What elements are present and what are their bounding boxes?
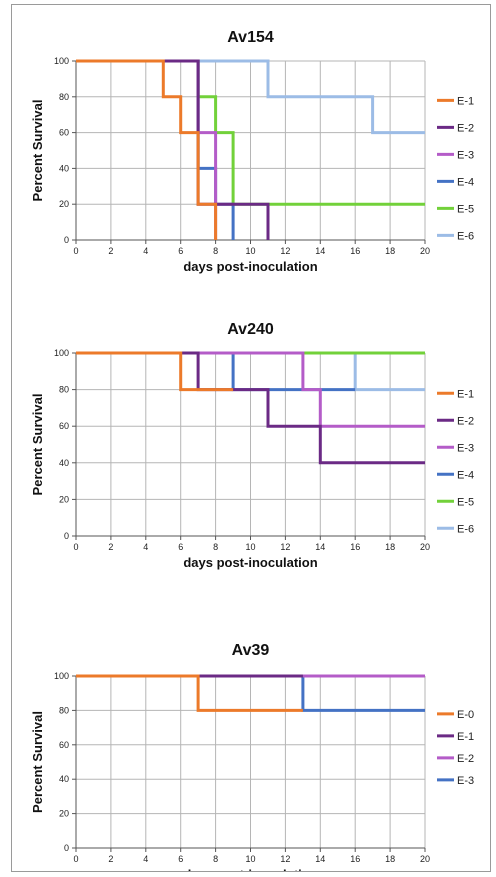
y-tick-label: 0 [64,531,69,541]
x-tick-label: 12 [280,854,290,864]
y-tick-label: 100 [54,671,69,681]
x-tick-label: 12 [280,246,290,256]
x-tick-label: 2 [108,246,113,256]
y-tick-label: 20 [59,199,69,209]
y-tick-label: 0 [64,235,69,245]
y-tick-label: 100 [54,56,69,66]
legend-label-E-2: E-2 [457,122,474,134]
y-tick-label: 0 [64,843,69,853]
x-tick-label: 10 [245,854,255,864]
series-group [76,59,425,240]
x-tick-label: 10 [245,246,255,256]
legend-label-E-1: E-1 [457,731,474,743]
x-tick-label: 14 [315,246,325,256]
x-tick-label: 20 [420,542,430,552]
x-tick-label: 0 [73,246,78,256]
legend-label-E-6: E-6 [457,230,474,242]
series-line-E-6 [76,59,425,135]
y-tick-label: 60 [59,421,69,431]
chart-title: Av39 [232,642,270,659]
series-line-E-2 [76,351,425,465]
x-tick-label: 20 [420,246,430,256]
y-tick-label: 80 [59,385,69,395]
x-axis-label: days post-inoculation [183,555,317,570]
y-axis-label: Percent Survival [30,100,45,202]
series-line-E-4 [76,59,235,240]
x-tick-label: 0 [73,854,78,864]
y-tick-label: 20 [59,809,69,819]
chart-title: Av154 [227,29,274,46]
x-tick-label: 18 [385,246,395,256]
legend-label-E-0: E-0 [457,709,474,721]
series-group [76,674,425,712]
x-tick-label: 6 [178,854,183,864]
y-tick-label: 100 [54,348,69,358]
y-tick-label: 60 [59,740,69,750]
legend-label-E-3: E-3 [457,442,474,454]
y-tick-label: 80 [59,92,69,102]
x-tick-label: 10 [245,542,255,552]
figure-frame: 0 2 4 6 8 10 12 14 16 18 20 0 20 40 60 80 100 Av154 days p… [11,4,491,877]
legend-label-E-1: E-1 [457,388,474,400]
legend-label-E-2: E-2 [457,415,474,427]
x-tick-label: 16 [350,854,360,864]
legend-label-E-5: E-5 [457,496,474,508]
x-tick-label: 16 [350,542,360,552]
x-tick-label: 16 [350,246,360,256]
x-tick-label: 4 [143,854,148,864]
x-tick-label: 4 [143,246,148,256]
series-group [76,351,425,465]
x-axis-label: days post-inoculation [183,259,317,274]
series-line-E-1 [76,351,234,392]
legend-label-E-4: E-4 [457,176,474,188]
y-tick-label: 40 [59,458,69,468]
x-tick-label: 8 [213,542,218,552]
series-line-E-0 [76,674,303,712]
chart-2: 0 2 4 6 8 10 12 14 16 18 20 0 20 40 60 80 100 Av39 days po… [30,642,474,877]
legend-label-E-3: E-3 [457,775,474,787]
series-line-E-3 [76,351,425,428]
y-tick-label: 40 [59,774,69,784]
y-axis-label: Percent Survival [30,394,45,496]
x-tick-label: 18 [385,542,395,552]
x-tick-label: 6 [178,246,183,256]
x-tick-label: 20 [420,854,430,864]
y-tick-label: 40 [59,163,69,173]
legend-label-E-3: E-3 [457,149,474,161]
x-tick-label: 2 [108,542,113,552]
x-axis-label: days post-inoculation [183,867,317,871]
chart-1: 0 2 4 6 8 10 12 14 16 18 20 0 20 40 60 80 100 Av240 days p… [30,321,474,570]
x-tick-label: 6 [178,542,183,552]
chart-title: Av240 [227,321,274,338]
y-tick-label: 60 [59,128,69,138]
y-axis-label: Percent Survival [30,711,45,813]
x-tick-label: 18 [385,854,395,864]
series-line-E-1 [76,59,218,240]
legend-label-E-1: E-1 [457,95,474,107]
legend-label-E-2: E-2 [457,753,474,765]
legend-label-E-5: E-5 [457,203,474,215]
x-tick-label: 8 [213,246,218,256]
x-tick-label: 12 [280,542,290,552]
series-line-E-2 [76,59,270,240]
x-tick-label: 14 [315,542,325,552]
y-tick-label: 20 [59,494,69,504]
chart-0: 0 2 4 6 8 10 12 14 16 18 20 0 20 40 60 80 100 Av154 days p… [30,29,474,274]
x-tick-label: 2 [108,854,113,864]
y-tick-label: 80 [59,705,69,715]
legend-label-E-4: E-4 [457,469,474,481]
x-tick-label: 8 [213,854,218,864]
x-tick-label: 14 [315,854,325,864]
legend-label-E-6: E-6 [457,523,474,535]
x-tick-label: 0 [73,542,78,552]
x-tick-label: 4 [143,542,148,552]
